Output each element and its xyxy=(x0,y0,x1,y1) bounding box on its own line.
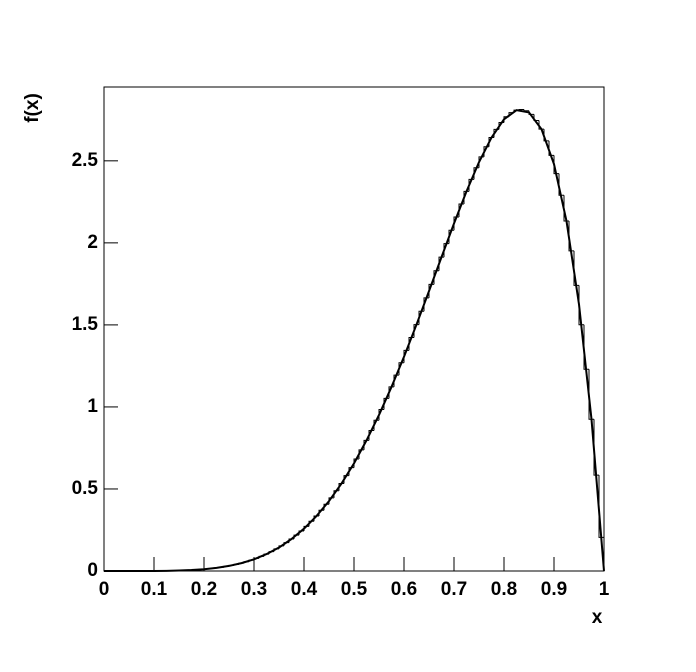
y-tick-label: 1 xyxy=(87,396,98,417)
histogram-bin xyxy=(583,324,589,370)
histogram-bin xyxy=(543,129,549,142)
curve xyxy=(104,109,605,572)
x-tick-label: 0.8 xyxy=(491,579,517,600)
histogram-bin xyxy=(573,250,579,286)
histogram-bin xyxy=(548,140,554,156)
y-tick-label: 2 xyxy=(87,232,98,253)
y-axis-title: f(x) xyxy=(22,93,43,123)
x-tick-label: 0 xyxy=(99,579,110,600)
x-tick-label: 0.1 xyxy=(141,579,168,600)
histogram-bin xyxy=(558,173,564,196)
x-tick-label: 0.6 xyxy=(391,579,417,600)
y-tick-label: 0 xyxy=(87,560,98,581)
histogram-bin xyxy=(523,109,529,112)
x-tick-label: 0.3 xyxy=(241,579,267,600)
x-tick-label: 0.4 xyxy=(291,579,318,600)
y-tick-label: 0.5 xyxy=(72,478,99,499)
x-tick-label: 1 xyxy=(599,579,610,600)
x-axis-title: x xyxy=(592,607,603,628)
y-tick-label: 1.5 xyxy=(72,314,99,335)
x-tick-label: 0.5 xyxy=(341,579,368,600)
x-tick-label: 0.9 xyxy=(541,579,567,600)
y-tick-label: 2.5 xyxy=(72,150,99,171)
x-tick-label: 0.2 xyxy=(191,579,217,600)
plot-frame xyxy=(103,86,605,572)
x-tick-label: 0.7 xyxy=(441,579,467,600)
